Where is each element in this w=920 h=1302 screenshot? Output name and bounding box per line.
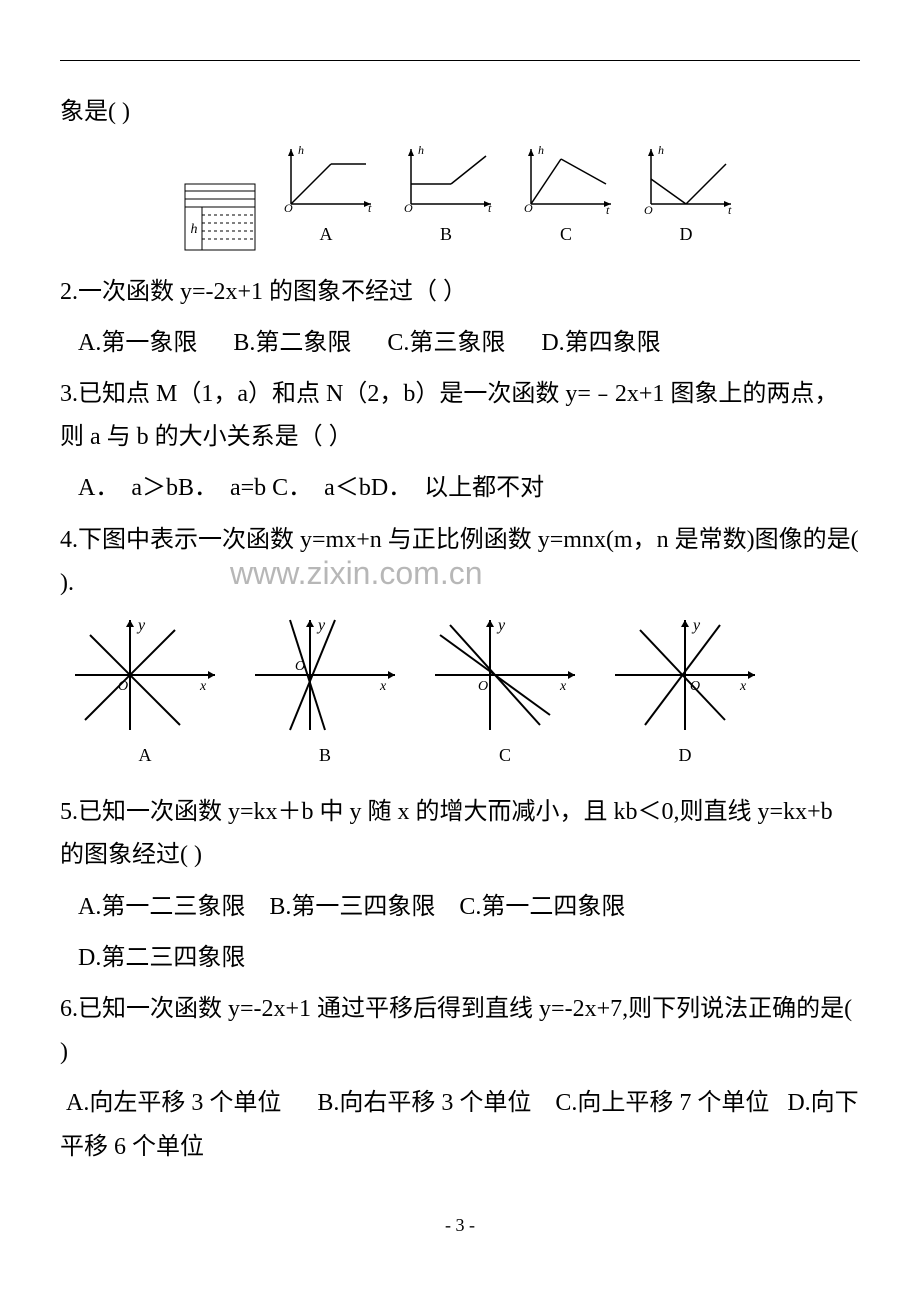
svg-text:t: t xyxy=(728,203,732,214)
q1-text: 象是( ) xyxy=(60,99,130,125)
page-number: - 3 - xyxy=(60,1209,860,1241)
q5-stem: 5.已知一次函数 y=kx＋b 中 y 随 x 的增大而减小，且 kb＜0,则直… xyxy=(60,791,860,877)
svg-text:x: x xyxy=(739,679,747,694)
q4-graph-a: y O x A xyxy=(70,615,220,771)
svg-text:h: h xyxy=(658,144,664,157)
svg-text:O: O xyxy=(295,659,305,674)
brick-wall-icon: h xyxy=(184,183,256,251)
q3-stem: 3.已知点 M（1，a）和点 N（2，b）是一次函数 y=﹣2x+1 图象上的两… xyxy=(60,373,860,459)
q4-label-c: C xyxy=(499,739,511,771)
svg-text:O: O xyxy=(644,203,653,214)
svg-text:y: y xyxy=(496,617,506,634)
q2-options: A.第一象限 B.第二象限 C.第三象限 D.第四象限 xyxy=(60,322,860,365)
q5-options-1: A.第一二三象限 B.第一三四象限 C.第一二四象限 xyxy=(60,886,860,929)
svg-text:h: h xyxy=(538,144,544,157)
svg-text:O: O xyxy=(690,679,700,694)
svg-text:x: x xyxy=(379,679,387,694)
q4-label-d: D xyxy=(679,739,692,771)
q1-graph-b: h O t B xyxy=(396,144,496,250)
svg-text:O: O xyxy=(404,201,413,214)
svg-text:h: h xyxy=(418,144,424,157)
svg-text:y: y xyxy=(316,617,326,634)
q3-options: A． a＞bB． a=b C． a＜bD． 以上都不对 xyxy=(60,467,860,510)
q1-graph-d: h O t D xyxy=(636,144,736,250)
svg-text:x: x xyxy=(199,679,207,694)
q1-graphs: h h O t A h O t B xyxy=(60,144,860,250)
svg-text:O: O xyxy=(478,679,488,694)
q1-label-c: C xyxy=(560,218,572,250)
q4-graph-c: y O x C xyxy=(430,615,580,771)
svg-text:x: x xyxy=(559,679,567,694)
q4-stem: 4.下图中表示一次函数 y=mx+n 与正比例函数 y=mnx(m，n 是常数)… xyxy=(60,519,860,605)
svg-text:O: O xyxy=(524,201,533,214)
svg-text:y: y xyxy=(691,617,701,634)
q5-options-2: D.第二三四象限 xyxy=(60,937,860,980)
q2-stem: 2.一次函数 y=-2x+1 的图象不经过（ ） xyxy=(60,271,860,314)
q4-label-b: B xyxy=(319,739,331,771)
q6-options: A.向左平移 3 个单位 B.向右平移 3 个单位 C.向上平移 7 个单位 D… xyxy=(60,1082,860,1168)
q4-graphs: y O x A y O x B y O x xyxy=(70,615,860,771)
q6-stem: 6.已知一次函数 y=-2x+1 通过平移后得到直线 y=-2x+7,则下列说法… xyxy=(60,988,860,1074)
svg-text:h: h xyxy=(298,144,304,157)
svg-text:y: y xyxy=(136,617,146,634)
q1-label-b: B xyxy=(440,218,452,250)
top-divider xyxy=(60,60,860,61)
q1-graph-c: h O t C xyxy=(516,144,616,250)
svg-text:h: h xyxy=(191,222,198,237)
q1-label-a: A xyxy=(320,218,333,250)
svg-text:O: O xyxy=(284,201,293,214)
q1-graph-a: h O t A xyxy=(276,144,376,250)
svg-text:t: t xyxy=(488,201,492,214)
q1-label-d: D xyxy=(680,218,693,250)
q4-graph-d: y O x D xyxy=(610,615,760,771)
svg-text:O: O xyxy=(118,679,128,694)
svg-text:t: t xyxy=(368,201,372,214)
q4-label-a: A xyxy=(139,739,152,771)
q1-continuation: 象是( ) xyxy=(60,91,860,134)
q4-graph-b: y O x B xyxy=(250,615,400,771)
